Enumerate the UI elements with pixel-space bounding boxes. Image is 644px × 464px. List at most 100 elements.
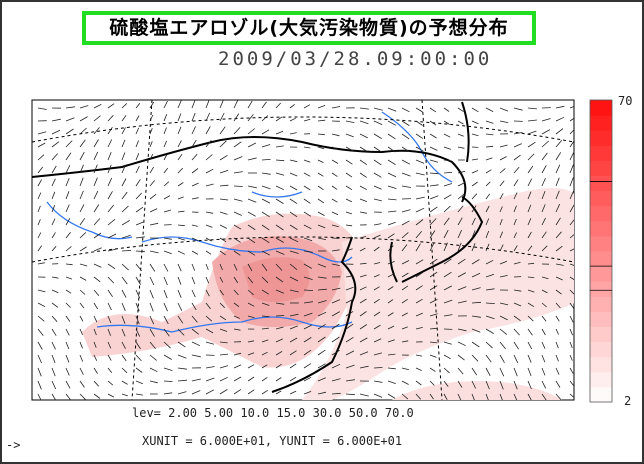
wind-arrow xyxy=(177,140,182,148)
wind-arrow xyxy=(233,364,242,369)
wind-arrow xyxy=(261,276,269,284)
wind-arrow xyxy=(373,146,382,153)
wind-arrow xyxy=(177,126,182,135)
wind-arrow xyxy=(275,363,282,369)
wind-arrow xyxy=(163,392,173,395)
korea xyxy=(389,241,398,283)
wind-arrow xyxy=(373,324,381,330)
wind-arrow xyxy=(457,170,466,174)
wind-arrow xyxy=(387,133,396,140)
title: 硫酸塩エアロゾル(大気汚染物質)の予想分布 xyxy=(82,11,536,45)
wind-arrow xyxy=(317,336,326,343)
colorbar-segment xyxy=(590,326,612,343)
wind-arrow xyxy=(513,354,519,364)
wind-arrow xyxy=(177,224,185,227)
wind-arrow xyxy=(359,198,368,202)
wind-arrow xyxy=(331,211,339,216)
wind-arrow xyxy=(457,193,465,200)
wind-arrow xyxy=(499,341,506,350)
wind-arrow xyxy=(317,276,327,279)
wind-arrow xyxy=(121,115,127,122)
wind-arrow xyxy=(65,218,71,226)
wind-arrow xyxy=(303,224,312,230)
wind-arrow xyxy=(555,128,564,135)
wind-arrow xyxy=(443,229,449,239)
wind-arrow xyxy=(177,237,186,241)
wind-arrow xyxy=(401,133,410,140)
wind-arrow xyxy=(275,185,284,191)
wind-arrow xyxy=(121,315,126,324)
wind-arrow xyxy=(359,337,368,343)
wind-arrow xyxy=(555,139,563,148)
wind-arrow xyxy=(555,354,559,362)
wind-arrow xyxy=(51,289,59,294)
wind-arrow xyxy=(317,323,326,330)
wind-arrow xyxy=(387,245,394,252)
wind-arrow xyxy=(107,263,116,270)
wind-arrow xyxy=(569,140,574,148)
wind-arrow xyxy=(555,245,563,252)
wind-arrow xyxy=(121,289,127,298)
colorbar-segment xyxy=(590,100,612,116)
wind-arrow xyxy=(303,185,311,191)
wind-arrow xyxy=(149,263,156,272)
wind-arrow xyxy=(471,341,480,348)
wind-arrow xyxy=(331,378,341,382)
wind-arrow xyxy=(191,139,197,148)
wind-arrow xyxy=(359,286,367,291)
wind-arrow xyxy=(149,289,154,299)
wind-arrow xyxy=(177,167,183,174)
datetime: 2009/03/28.09:00:00 xyxy=(218,48,493,70)
wind-arrow xyxy=(359,365,369,369)
wind-arrow xyxy=(401,340,409,343)
wind-arrow xyxy=(177,391,187,395)
wind-arrow xyxy=(65,152,72,161)
wind-arrow xyxy=(569,190,574,200)
wind-arrow xyxy=(247,376,255,382)
wind-arrow xyxy=(429,327,438,330)
wind-arrow xyxy=(191,224,198,227)
wind-arrow xyxy=(93,328,97,336)
wind-arrow xyxy=(177,379,187,382)
wind-arrow xyxy=(541,165,547,174)
wind-arrow xyxy=(527,141,536,148)
wind-arrow xyxy=(233,315,240,319)
wind-arrow xyxy=(163,315,169,325)
colorbar xyxy=(589,99,613,403)
vector-legend: -> xyxy=(6,438,21,452)
colorbar-segment xyxy=(590,145,612,161)
wind-arrow xyxy=(65,289,72,294)
wind-arrow xyxy=(261,263,268,272)
wind-arrow xyxy=(177,153,183,161)
wind-arrow xyxy=(429,230,436,239)
wind-arrow xyxy=(471,354,479,362)
wind-arrow xyxy=(513,315,521,322)
levels: lev= 2.00 5.00 10.0 15.0 30.0 50.0 70.0 xyxy=(132,406,414,420)
wind-arrow xyxy=(541,231,547,239)
wind-arrow xyxy=(121,205,129,213)
wind-arrow xyxy=(345,323,354,330)
wind-arrow xyxy=(107,248,117,252)
wind-arrow xyxy=(219,302,225,308)
wind-arrow xyxy=(541,354,546,363)
wind-arrow xyxy=(233,302,240,308)
wind-arrow xyxy=(121,341,126,349)
wind-arrow xyxy=(177,328,185,336)
wind-arrow xyxy=(401,244,408,252)
wind-arrow xyxy=(205,237,212,242)
wind-arrow xyxy=(219,353,229,356)
wind-arrow xyxy=(569,367,574,374)
wind-arrow xyxy=(37,315,45,322)
map-layer xyxy=(32,100,574,400)
wind-arrow xyxy=(51,153,58,161)
colorbar-segment xyxy=(590,251,612,267)
wind-arrow xyxy=(401,172,411,177)
wind-arrow xyxy=(289,289,299,293)
wind-arrow xyxy=(429,258,438,265)
wind-arrow xyxy=(317,300,327,304)
wind-arrow xyxy=(541,380,547,389)
wind-arrow xyxy=(373,159,382,166)
wind-arrow xyxy=(387,286,394,291)
wind-arrow xyxy=(569,117,574,122)
